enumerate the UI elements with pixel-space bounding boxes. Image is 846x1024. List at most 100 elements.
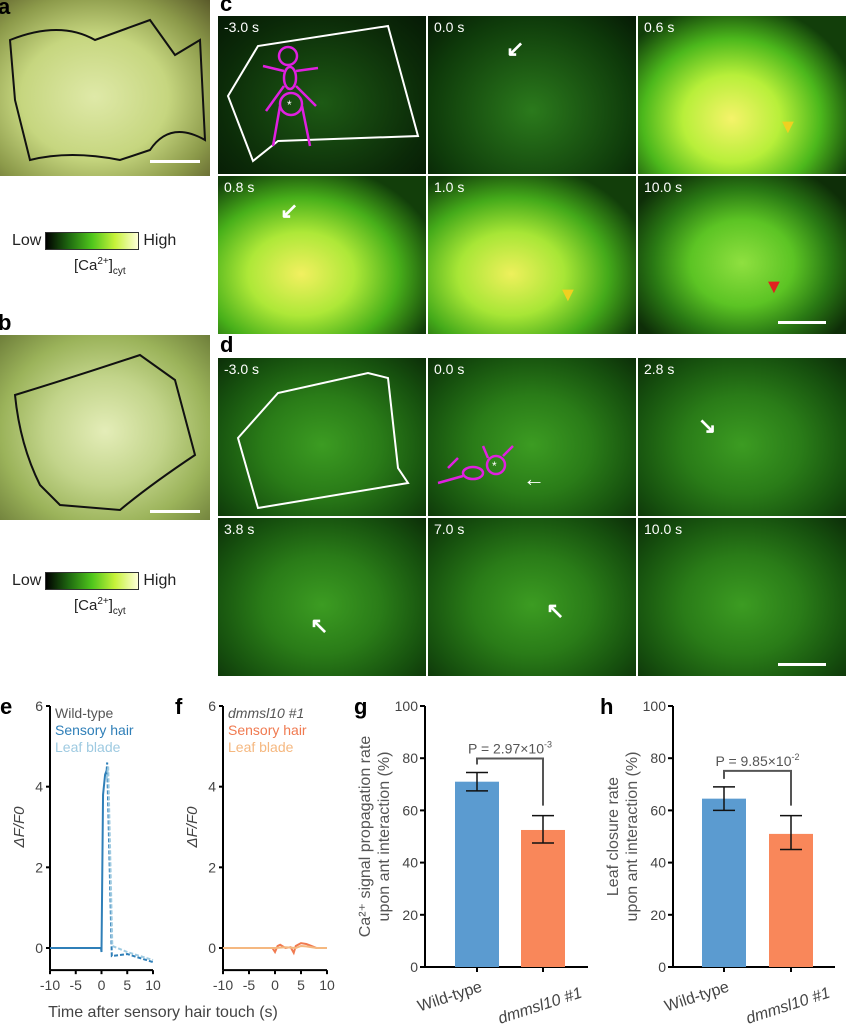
x-tick-label: -5 <box>70 977 83 993</box>
ant-outline: * <box>226 24 420 163</box>
time-label: 0.0 s <box>434 19 465 35</box>
colorbar-high: High <box>143 572 177 589</box>
colorbar-low: Low <box>12 232 42 249</box>
series-line-sensory-hair <box>50 770 108 953</box>
time-label: -3.0 s <box>224 19 260 35</box>
y-axis-label: upon ant interaction (%) <box>624 752 641 922</box>
colorbar-a: Low High <box>12 232 176 250</box>
arrow-icon: ↙ <box>280 198 299 223</box>
panel-label-h: h <box>600 694 614 719</box>
scale-bar <box>150 160 200 163</box>
frame-tile: 0.6 s ▼ <box>638 16 846 174</box>
frame-tile: 0.0 s * ← <box>428 358 636 516</box>
bar-mutant <box>521 829 565 967</box>
p-value-label: P = 9.85×10-2 <box>715 752 799 769</box>
series-line-leaf-blade <box>223 944 327 950</box>
y-tick-label: 60 <box>402 802 418 818</box>
y-tick-label: 6 <box>35 698 43 714</box>
x-tick-label: 0 <box>271 977 279 993</box>
time-label: 0.6 s <box>644 19 675 35</box>
arrow-icon: ↘ <box>698 413 717 438</box>
frame-tile: 7.0 s ↖ <box>428 518 636 676</box>
svg-text:*: * <box>492 459 497 473</box>
y-tick-label: 2 <box>35 859 43 875</box>
panel-label-b: b <box>0 310 12 335</box>
trap-outline <box>13 353 197 512</box>
arrow-icon: ↙ <box>506 36 525 61</box>
x-tick-label: 5 <box>123 977 131 993</box>
y-tick-label: 4 <box>35 779 43 795</box>
y-tick-label: 6 <box>208 698 216 714</box>
frame-tile: 1.0 s ▼ <box>428 176 636 334</box>
colorbar-gradient <box>45 572 140 590</box>
x-tick-label: 10 <box>319 977 335 993</box>
scale-bar <box>150 510 200 513</box>
y-tick-label: 0 <box>658 959 666 975</box>
x-tick-label: Wild-type <box>416 979 485 1016</box>
venus-flytrap-photo-b <box>0 335 210 520</box>
panel-label-e: e <box>0 694 13 719</box>
x-tick-label: Wild-type <box>663 979 732 1016</box>
x-tick-label: dmmsl10 #1 <box>744 985 832 1024</box>
panel-label-f: f <box>175 694 183 719</box>
colorbar-gradient <box>45 232 140 250</box>
y-tick-label: 20 <box>650 907 666 923</box>
legend-entry: Sensory hair <box>55 722 134 738</box>
calcium-imaging-grid-d: -3.0 s 0.0 s * ← 2.8 s ↘ 3.8 s ↖ 7.0 s ↖ 10… <box>218 358 846 676</box>
trap-outline <box>236 371 410 510</box>
p-value-exponent: -3 <box>544 740 552 750</box>
time-label: 1.0 s <box>434 179 465 195</box>
ant-outline: * <box>437 445 514 485</box>
y-tick-label: 2 <box>208 859 216 875</box>
frame-tile: 3.8 s ↖ <box>218 518 426 676</box>
y-axis-label: ΔF/F0 <box>11 806 28 849</box>
y-tick-label: 100 <box>395 698 419 714</box>
frame-tile: 2.8 s ↘ <box>638 358 846 516</box>
time-label: 10.0 s <box>644 521 683 537</box>
panel-label-a: a <box>0 0 11 19</box>
frame-tile: 0.8 s ↙ <box>218 176 426 334</box>
frame-tile: -3.0 s * <box>218 16 426 174</box>
bar-wild-type <box>702 798 746 967</box>
yellow-arrowhead-icon: ▼ <box>558 284 578 306</box>
time-label: 2.8 s <box>644 361 675 377</box>
colorbar-b: Low High <box>12 572 176 590</box>
legend-title: dmmsl10 #1 <box>228 705 304 721</box>
time-label: -3.0 s <box>224 361 260 377</box>
time-label: 7.0 s <box>434 521 465 537</box>
x-tick-label: -10 <box>40 977 60 993</box>
colorbar-low: Low <box>12 572 42 589</box>
y-axis-label: ΔF/F0 <box>184 806 201 849</box>
yellow-arrowhead-icon: ▼ <box>778 116 798 138</box>
y-tick-label: 0 <box>208 940 216 956</box>
legend-entry: Sensory hair <box>228 722 307 738</box>
y-tick-label: 80 <box>650 750 666 766</box>
arrow-icon: ← <box>523 466 545 491</box>
svg-text:*: * <box>287 98 292 112</box>
frame-tile: 0.0 s ↙ <box>428 16 636 174</box>
colorbar-label: [Ca2+]cyt <box>74 596 126 617</box>
calcium-imaging-grid-c: -3.0 s * 0.0 s ↙ 0.6 s ▼ 0.8 s ↙ 1.0 s ▼ 10.… <box>218 16 846 334</box>
x-axis-label: Time after sensory hair touch (s) <box>48 1004 278 1021</box>
y-tick-label: 60 <box>650 802 666 818</box>
frame-tile: -3.0 s <box>218 358 426 516</box>
series-line-sensory-hair-decay- <box>105 762 154 964</box>
venus-flytrap-photo-a <box>0 0 210 176</box>
trap-outline <box>8 18 207 162</box>
y-tick-label: 40 <box>402 855 418 871</box>
y-axis-label: Leaf closure rate <box>605 777 622 896</box>
x-tick-label: dmmsl10 #1 <box>496 985 584 1024</box>
arrow-icon: ↖ <box>310 613 329 638</box>
frame-tile: 10.0 s <box>638 518 846 676</box>
y-axis-label: upon ant interaction (%) <box>376 752 393 922</box>
time-label: 0.8 s <box>224 179 255 195</box>
legend-entry: Leaf blade <box>55 739 121 755</box>
legend-title: Wild-type <box>55 705 114 721</box>
scale-bar <box>778 321 826 324</box>
y-tick-label: 0 <box>410 959 418 975</box>
y-tick-label: 80 <box>402 750 418 766</box>
bar-wild-type <box>455 781 499 967</box>
x-tick-label: -5 <box>243 977 256 993</box>
y-tick-label: 0 <box>35 940 43 956</box>
